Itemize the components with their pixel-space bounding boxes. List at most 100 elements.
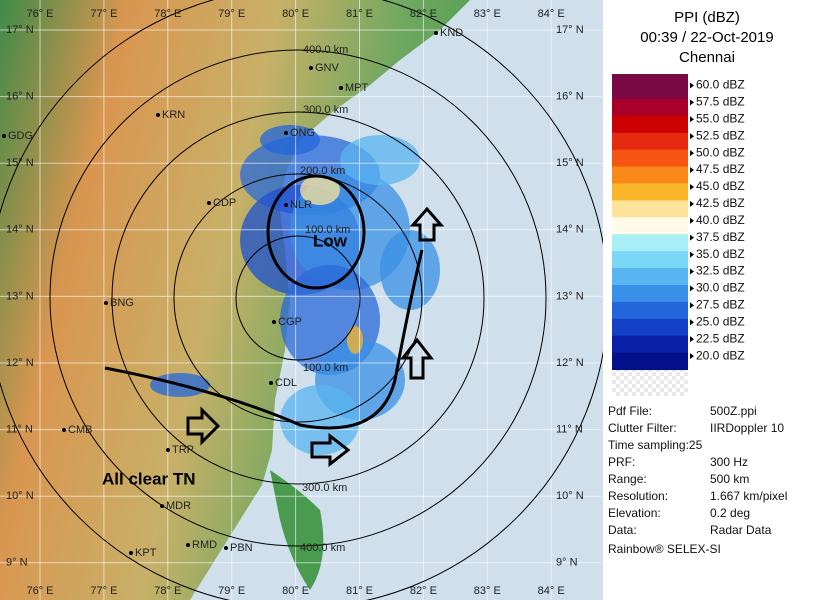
lat-label: 17° N [556, 24, 584, 36]
wind-path [104, 249, 424, 430]
legend-swatch [612, 301, 688, 320]
city-label: GDG [8, 130, 33, 142]
legend-swatch [612, 352, 688, 371]
legend-label: 45.0 dBZ [696, 179, 745, 193]
lon-label: 78° E [154, 8, 181, 20]
lat-label: 15° N [6, 157, 34, 169]
lat-label: 9° N [6, 557, 28, 569]
city-dot [186, 543, 190, 547]
range-label: 300.0 km [302, 482, 347, 494]
legend-label: 57.5 dBZ [696, 95, 745, 109]
legend-swatch [612, 335, 688, 354]
city-dot [207, 201, 211, 205]
legend-label: 20.0 dBZ [696, 348, 745, 362]
legend-label: 52.5 dBZ [696, 128, 745, 142]
legend-tick [690, 217, 694, 224]
info-value: Radar Data [710, 523, 772, 537]
legend-tick [690, 150, 694, 157]
info-key: PRF: [608, 455, 635, 469]
lat-label: 12° N [556, 357, 584, 369]
echo-cell [300, 175, 340, 205]
low-circle [266, 174, 366, 290]
legend-tick [690, 353, 694, 360]
city-dot [62, 428, 66, 432]
title: PPI (dBZ) [674, 9, 740, 26]
lat-label: 12° N [6, 357, 34, 369]
legend-swatch [612, 132, 688, 151]
legend-tick [690, 234, 694, 241]
city-label: NLR [290, 199, 312, 211]
ring [173, 173, 423, 423]
city-label: KND [440, 27, 463, 39]
legend-swatch [612, 217, 688, 235]
lon-label: 80° E [282, 8, 309, 20]
wind-arrows [186, 206, 445, 468]
lat-label: 10° N [6, 490, 34, 502]
info-value: IIRDoppler 10 [710, 421, 784, 435]
lat-label: 17° N [6, 24, 34, 36]
lon-label: 81° E [346, 585, 373, 597]
range-label: 100.0 km [303, 362, 348, 374]
legend-tick [690, 167, 694, 174]
city-dot [104, 301, 108, 305]
legend-label: 60.0 dBZ [696, 78, 745, 92]
city-label: BNG [110, 297, 134, 309]
legend-swatch [612, 98, 688, 117]
lon-label: 83° E [474, 8, 501, 20]
legend: 60.0 dBZ 57.5 dBZ 55.0 dBZ 52.5 dBZ 50.0 dBZ… [612, 74, 745, 371]
legend-swatch [612, 166, 688, 184]
legend-swatch [612, 318, 688, 337]
city-label: GNV [315, 62, 340, 74]
legend-tick [690, 251, 694, 258]
city-dot [284, 131, 288, 135]
city-label: PBN [230, 542, 253, 554]
ring [49, 49, 547, 547]
city-dot [166, 448, 170, 452]
legend-tick [690, 99, 694, 106]
info-value: 0.2 deg [710, 506, 750, 520]
legend-swatch [612, 82, 688, 100]
legend-label: 22.5 dBZ [696, 331, 745, 345]
legend-tick [690, 319, 694, 326]
info-key: Pdf File: [608, 404, 652, 418]
info: Pdf File: 500Z.ppi Clutter Filter: IIRDoppl… [608, 404, 787, 537]
info-key: Resolution: [608, 489, 668, 503]
ring [235, 235, 361, 361]
legend-tick [690, 285, 694, 292]
city-dot [224, 546, 228, 550]
lon-label: 84° E [538, 585, 565, 597]
legend-tick [690, 133, 694, 140]
city-dot [129, 551, 133, 555]
range-label: 200.0 km [300, 165, 345, 177]
lon-label: 77° E [90, 585, 117, 597]
sri-lanka [270, 470, 324, 590]
legend-swatch [612, 115, 688, 134]
lon-label: 76° E [26, 585, 53, 597]
echo-cell [380, 230, 440, 310]
city-label: KPT [135, 547, 157, 559]
city-label: CDP [213, 197, 236, 209]
annotation: All clear TN [102, 469, 196, 488]
city-dot [156, 113, 160, 117]
lon-label: 81° E [346, 8, 373, 20]
footer: Rainbow® SELEX-SI [608, 542, 721, 556]
legend-label: 30.0 dBZ [696, 281, 745, 295]
info-value: 1.667 km/pixel [710, 489, 787, 503]
legend-tick [690, 336, 694, 343]
legend-label: 47.5 dBZ [696, 162, 745, 176]
legend-label: 32.5 dBZ [696, 264, 745, 278]
echo-cell [340, 135, 420, 185]
info-value: 500Z.ppi [710, 404, 757, 418]
no-data-swatch [612, 370, 688, 396]
lon-label: 78° E [154, 585, 181, 597]
lat-label: 10° N [556, 490, 584, 502]
city-label: ONG [290, 127, 315, 139]
legend-label: 35.0 dBZ [696, 247, 745, 261]
lon-label: 83° E [474, 585, 501, 597]
legend-tick [690, 268, 694, 275]
legend-swatch [612, 268, 688, 286]
legend-tick [690, 200, 694, 207]
legend-swatch [612, 284, 688, 303]
lon-label: 76° E [26, 8, 53, 20]
lat-label: 11° N [6, 424, 33, 436]
